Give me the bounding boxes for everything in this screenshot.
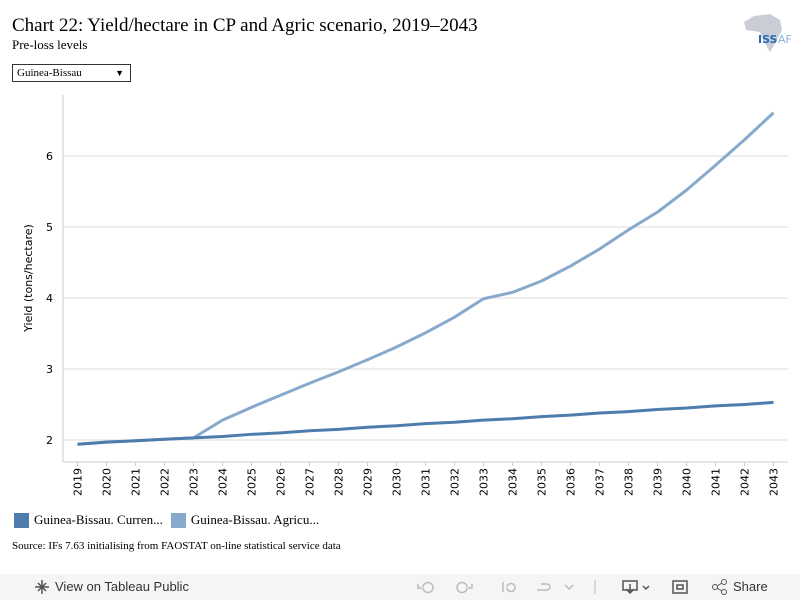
download-button[interactable] bbox=[622, 580, 650, 595]
logo: ISS AF bbox=[744, 14, 792, 52]
share-button[interactable]: Share bbox=[733, 579, 768, 594]
source-note: Source: IFs 7.63 initialising from FAOST… bbox=[12, 540, 341, 552]
undo-button[interactable] bbox=[417, 581, 434, 594]
x-tick-label: 2019 bbox=[72, 468, 85, 496]
x-tick-label: 2022 bbox=[159, 468, 172, 496]
logo-text: AF bbox=[778, 33, 792, 46]
x-tick-label: 2029 bbox=[362, 468, 375, 496]
y-tick-label: 2 bbox=[46, 434, 53, 447]
dropdown-arrow[interactable]: ▼ bbox=[115, 68, 124, 78]
x-tick-label: 2037 bbox=[594, 468, 607, 496]
x-tick-label: 2039 bbox=[652, 468, 665, 496]
refresh-button[interactable] bbox=[537, 583, 551, 591]
legend-label[interactable]: Guinea-Bissau. Curren... bbox=[34, 512, 163, 527]
share-icon[interactable] bbox=[711, 579, 729, 595]
x-tick-label: 2023 bbox=[188, 468, 201, 496]
dropdown-value[interactable]: Guinea-Bissau bbox=[17, 67, 82, 79]
y-tick-label: 3 bbox=[46, 363, 53, 376]
x-tick-label: 2035 bbox=[536, 468, 549, 496]
x-tick-label: 2026 bbox=[275, 468, 288, 496]
x-tick-label: 2024 bbox=[217, 468, 230, 496]
x-tick-label: 2031 bbox=[420, 468, 433, 496]
y-tick-label: 6 bbox=[46, 150, 53, 163]
y-tick-label: 4 bbox=[46, 292, 53, 305]
x-tick-label: 2027 bbox=[304, 468, 317, 496]
legend-item[interactable]: Guinea-Bissau. Curren... bbox=[14, 512, 163, 528]
x-tick-label: 2030 bbox=[391, 468, 404, 496]
x-tick-label: 2042 bbox=[739, 468, 752, 496]
logo-shape bbox=[744, 14, 782, 52]
logo-text: ISS bbox=[758, 33, 778, 46]
x-tick-label: 2043 bbox=[768, 468, 781, 496]
fullscreen-button[interactable] bbox=[672, 580, 688, 594]
chart: Yield (tons/hectare) 2 3 4 5 6 2019 2020 2021 20… bbox=[22, 95, 788, 496]
x-tick-label: 2020 bbox=[101, 468, 114, 496]
legend-label[interactable]: Guinea-Bissau. Agricu... bbox=[190, 512, 320, 527]
data-line bbox=[77, 111, 775, 446]
x-tick-label: 2032 bbox=[449, 468, 462, 496]
x-tick-label: 2041 bbox=[710, 468, 723, 496]
x-tick-label: 2034 bbox=[507, 468, 520, 496]
chart-subtitle: Pre-loss levels bbox=[12, 37, 88, 52]
legend: Guinea-Bissau. Curren... Guinea-Bissau. A… bbox=[14, 512, 319, 528]
legend-item[interactable]: Guinea-Bissau. Agricu... bbox=[170, 512, 320, 528]
view-link[interactable]: View on Tableau Public bbox=[55, 579, 189, 594]
dropdown[interactable]: Guinea-Bissau ▼ bbox=[12, 64, 131, 82]
data-line bbox=[77, 400, 774, 446]
revert-button[interactable] bbox=[502, 582, 516, 593]
x-tick-label: 2028 bbox=[333, 468, 346, 496]
pause-button[interactable] bbox=[564, 584, 574, 591]
toolbar: View on Tableau Public Share bbox=[0, 574, 800, 600]
x-tick-label: 2040 bbox=[681, 468, 694, 496]
redo-button[interactable] bbox=[456, 581, 473, 594]
legend-swatch[interactable] bbox=[14, 512, 29, 528]
toolbar-icons bbox=[417, 580, 688, 595]
y-tick-label: 5 bbox=[46, 221, 53, 234]
y-axis-label: Yield (tons/hectare) bbox=[22, 224, 35, 333]
x-tick-label: 2036 bbox=[565, 468, 578, 496]
x-tick-label: 2033 bbox=[478, 468, 491, 496]
x-tick-label: 2021 bbox=[130, 468, 143, 496]
x-tick-label: 2025 bbox=[246, 468, 259, 496]
legend-swatch[interactable] bbox=[170, 512, 186, 528]
chart-title: Chart 22: Yield/hectare in CP and Agric … bbox=[12, 15, 478, 36]
tableau-icon[interactable] bbox=[34, 579, 50, 595]
x-tick-label: 2038 bbox=[623, 468, 636, 496]
